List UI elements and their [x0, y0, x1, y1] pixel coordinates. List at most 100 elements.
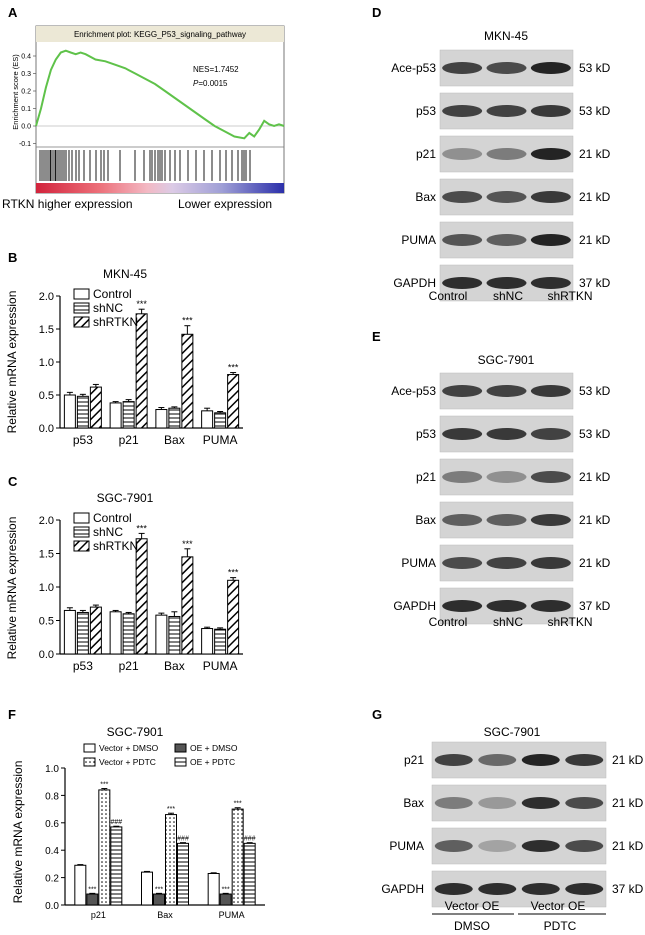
blot-row-label: Ace-p53	[391, 384, 436, 398]
blot-band	[521, 797, 560, 809]
bar	[109, 402, 122, 429]
legend-swatch	[174, 743, 187, 753]
blot-band	[530, 600, 571, 612]
blot-band	[486, 471, 527, 483]
blot-row-label: PUMA	[389, 839, 424, 853]
bar-chart-b: 0.0 0.5 1.0 1.5 2.0 p53 p21 *** Bax *** PUMA *** Con…	[39, 287, 243, 447]
legend-label: shRTKN	[93, 539, 138, 553]
bar	[214, 628, 227, 655]
blot-band	[530, 557, 571, 569]
legend-label: shRTKN	[93, 315, 138, 329]
bar	[227, 374, 240, 429]
gsea-ytick-label: 0.3	[21, 71, 31, 78]
blot-size-label: 53 kD	[579, 104, 611, 118]
blot-band	[565, 883, 604, 895]
bar	[76, 611, 89, 655]
blot-band	[442, 234, 483, 246]
significance-mark: ***	[222, 886, 230, 893]
blot-size-label: 21 kD	[579, 233, 611, 247]
blot-band	[530, 148, 571, 160]
legend-label: OE + PDTC	[190, 757, 235, 767]
bar	[86, 893, 99, 906]
blot-size-label: 21 kD	[579, 190, 611, 204]
group-label: DMSO	[454, 919, 490, 933]
blot-row-label: p21	[404, 753, 424, 767]
significance-mark: ***	[155, 886, 163, 893]
blot-band	[442, 148, 483, 160]
blot-band	[442, 471, 483, 483]
legend-label: Control	[93, 287, 132, 301]
y-tick-label: 0.2	[45, 874, 59, 885]
blot-band	[530, 234, 571, 246]
blot-band	[442, 191, 483, 203]
bar	[207, 872, 220, 906]
y-tick-label: 2.0	[39, 515, 54, 527]
x-tick-label: Bax	[164, 659, 185, 673]
bar	[135, 538, 148, 655]
y-tick-label: 0.4	[45, 846, 59, 857]
gsea-pvalue: P=0.0015	[193, 79, 228, 88]
blot-band	[434, 797, 473, 809]
panel-g-letter: G	[372, 707, 382, 722]
y-tick-label: 1.0	[39, 582, 54, 594]
significance-mark: ***	[136, 299, 147, 309]
y-tick-label: 1.5	[39, 549, 54, 561]
blot-row-p21: p21 21 kD	[416, 135, 611, 173]
blot-band	[442, 62, 483, 74]
blot-row-label: PUMA	[401, 233, 436, 247]
legend-label: Vector + DMSO	[99, 743, 159, 753]
blot-band	[486, 557, 527, 569]
blot-band	[530, 471, 571, 483]
bar	[153, 893, 165, 906]
y-tick-label: 2.0	[39, 291, 54, 303]
gsea-ytick-label: 0.4	[21, 54, 31, 61]
blot-lane-label: shRTKN	[547, 289, 592, 303]
western-blot-g: p21 21 kD Bax 21 kD PUMA 21 kD GAPDH 37 kD Vecto…	[381, 741, 644, 933]
legend-label: Control	[93, 511, 132, 525]
blot-size-label: 53 kD	[579, 427, 611, 441]
significance-mark: ***	[228, 363, 239, 373]
blot-size-label: 37 kD	[579, 276, 611, 290]
blot-size-label: 21 kD	[579, 147, 611, 161]
blot-band	[442, 277, 483, 289]
gsea-ylabel: Enrichment score (ES)	[11, 54, 20, 130]
legend-label: shNC	[93, 525, 123, 539]
legend-swatch	[73, 316, 90, 328]
bar	[74, 864, 87, 906]
x-tick-label: PUMA	[219, 910, 245, 920]
bar	[155, 409, 168, 429]
blot-row-label: p53	[416, 104, 436, 118]
blot-row-gapdh: GAPDH 37 kD	[393, 264, 611, 302]
blot-band	[530, 277, 571, 289]
blot-band	[442, 600, 483, 612]
gsea-title: Enrichment plot: KEGG_P53_signaling_path…	[74, 30, 246, 39]
blot-band	[434, 754, 473, 766]
blot-row-puma: PUMA 21 kD	[401, 544, 611, 582]
bar	[110, 826, 123, 906]
blot-band	[530, 62, 571, 74]
blot-band	[434, 840, 473, 852]
blot-row-label: GAPDH	[393, 276, 436, 290]
gsea-ytick-label: -0.1	[19, 141, 31, 148]
panel-c: C SGC-7901 Relative mRNA expression 0.00…	[5, 474, 243, 673]
blot-size-label: 21 kD	[612, 839, 644, 853]
panel-c-title: SGC-7901	[97, 491, 154, 505]
blot-row-ace-p53: Ace-p53 53 kD	[391, 49, 611, 87]
y-tick-label: 1.0	[45, 764, 59, 775]
gsea-nes: NES=1.7452	[193, 65, 239, 74]
bar	[155, 614, 168, 655]
blot-band	[565, 797, 604, 809]
blot-lane-label: shNC	[493, 289, 523, 303]
blot-band	[530, 428, 571, 440]
panel-f-title: SGC-7901	[107, 725, 164, 739]
blot-size-label: 21 kD	[579, 513, 611, 527]
blot-row-gapdh: GAPDH 37 kD	[381, 870, 644, 908]
bar	[89, 386, 102, 429]
gsea-ytick-label: 0.1	[21, 106, 31, 113]
bar	[89, 606, 102, 655]
blot-row-puma: PUMA 21 kD	[389, 827, 644, 865]
blot-row-bax: Bax 21 kD	[415, 501, 611, 539]
significance-mark: ***	[100, 782, 108, 789]
